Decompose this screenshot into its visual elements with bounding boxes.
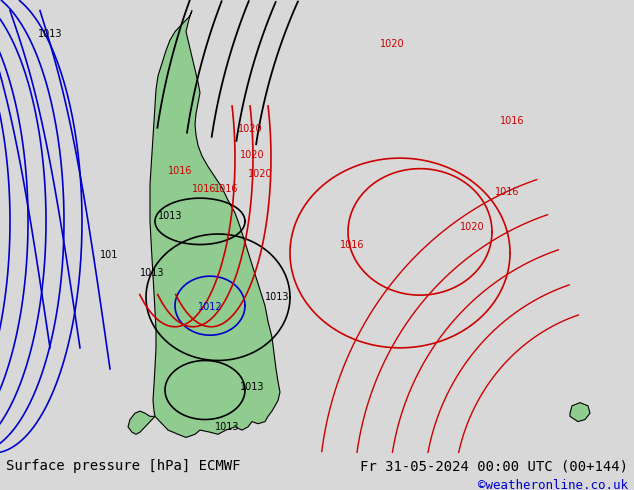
Text: 1012: 1012 [198,302,223,312]
Text: Surface pressure [hPa] ECMWF: Surface pressure [hPa] ECMWF [6,459,241,473]
Text: 1020: 1020 [460,222,484,232]
Text: 1020: 1020 [380,39,404,49]
Text: 1016: 1016 [340,240,365,250]
Polygon shape [128,411,155,434]
Text: ©weatheronline.co.uk: ©weatheronline.co.uk [477,479,628,490]
Text: 1013: 1013 [158,211,183,221]
Text: 101: 101 [100,250,119,260]
Text: 1013: 1013 [265,292,290,302]
Text: 1016: 1016 [192,184,216,194]
Polygon shape [150,11,280,438]
Text: 1016: 1016 [168,166,193,176]
Text: 1016: 1016 [495,187,519,197]
Text: Fr 31-05-2024 00:00 UTC (00+144): Fr 31-05-2024 00:00 UTC (00+144) [359,459,628,473]
Text: 1013: 1013 [240,382,264,392]
Text: 1016: 1016 [500,117,524,126]
Text: 1020: 1020 [238,124,262,134]
Text: 1020: 1020 [240,150,264,160]
Text: 1013: 1013 [215,422,240,432]
Text: 1016: 1016 [214,184,238,194]
Text: 1013: 1013 [38,29,63,39]
Text: 1020: 1020 [248,169,273,179]
Polygon shape [570,403,590,421]
Text: 1013: 1013 [140,268,164,278]
